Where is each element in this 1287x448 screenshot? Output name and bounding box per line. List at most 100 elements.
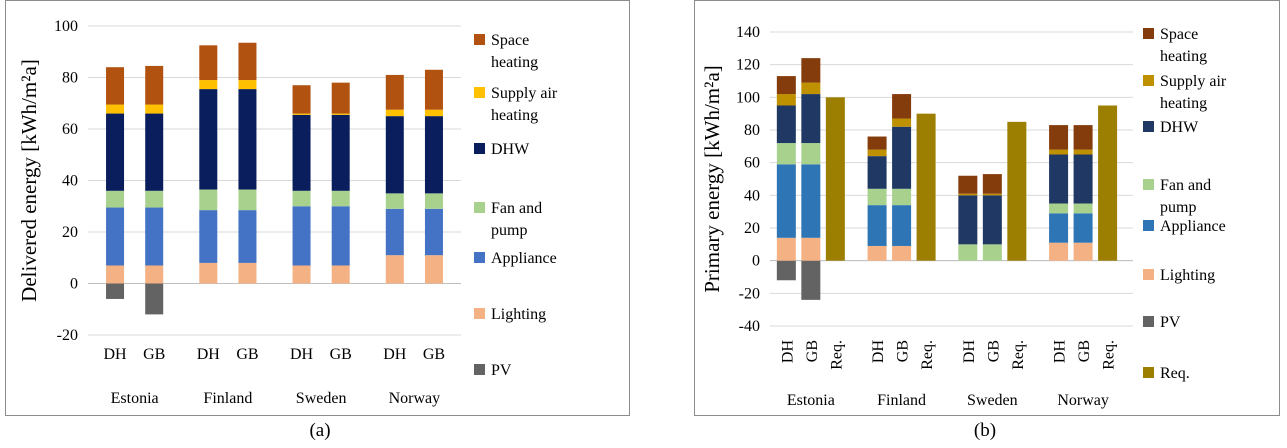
bar-segment-space-heating [982, 174, 1002, 194]
bar-segment-dhw [958, 195, 978, 245]
legend-swatch-fan-and-pump [474, 202, 485, 213]
x-category-label: DH [103, 346, 127, 363]
bar-segment-fan-and-pump [292, 190, 311, 207]
bar-segment-fan-and-pump [385, 193, 404, 209]
x-category-label: Req. [1010, 340, 1027, 370]
bar-segment-supply-air-heating [106, 104, 125, 114]
bar-segment-appliance [331, 206, 350, 266]
bar-segment-req [825, 97, 845, 261]
x-category-label: Req. [1101, 340, 1118, 370]
legend-swatch-pv [474, 364, 485, 375]
legend-swatch-space-heating [1143, 28, 1154, 39]
legend-label-fan-and-pump: Fan and [491, 200, 542, 217]
legend-label-space-heating: Space [491, 32, 529, 49]
bar-segment-dhw [982, 195, 1002, 245]
legend-label-fan-and-pump: pump [491, 222, 527, 239]
x-category-label: DH [383, 346, 407, 363]
caption-a: (a) [309, 420, 331, 441]
legend-label-supply-air-heating: heating [1160, 95, 1207, 112]
legend-swatch-appliance [1143, 220, 1154, 231]
bar-segment-req [1098, 105, 1118, 261]
x-category-label: DH [779, 340, 796, 364]
chart-panel-b: -40 -20 0 20 40 60 80 100 120 140 Primary energy [… [694, 0, 1280, 416]
bar-segment-fan-and-pump [1073, 203, 1093, 214]
legend-swatch-fan-and-pump [1143, 179, 1154, 190]
x-category-label: DH [290, 346, 314, 363]
bar-segment-pv [145, 283, 164, 315]
y-tick-label: 60 [62, 121, 78, 138]
x-category-label: GB [804, 340, 821, 362]
bar-segment-pv [776, 260, 796, 281]
bar-segment-fan-and-pump [199, 189, 218, 211]
bar-segment-lighting [331, 265, 350, 284]
legend-swatch-req [1143, 367, 1154, 378]
legend-swatch-dhw [474, 143, 485, 154]
bar-segment-supply-air-heating [982, 193, 1002, 196]
bar-segment-lighting [292, 265, 311, 284]
bar-segment-dhw [238, 89, 257, 190]
bar-segment-fan-and-pump [892, 188, 912, 206]
bar-segment-dhw [1049, 154, 1069, 204]
bar-segment-fan-and-pump [982, 244, 1002, 261]
x-category-label: DH [1052, 340, 1069, 364]
legend-label-req: Req. [1160, 365, 1190, 382]
legend-label-supply-air-heating: heating [491, 107, 538, 124]
bar-segment-space-heating [867, 136, 887, 150]
bar-segment-appliance [238, 210, 257, 263]
legend-label-pv: PV [1160, 314, 1181, 331]
bar-segment-appliance [424, 208, 443, 256]
legend-swatch-lighting [1143, 269, 1154, 280]
bar-segment-fan-and-pump [424, 193, 443, 209]
x-category-label: DH [870, 340, 887, 364]
legend-label-space-heating: heating [491, 54, 538, 71]
bar-segment-space-heating [1049, 125, 1069, 150]
bar-segment-appliance [199, 210, 218, 263]
bar-segment-lighting [776, 237, 796, 261]
y-tick-label: 80 [744, 122, 760, 139]
bar-segment-lighting [801, 237, 821, 261]
bar-segment-supply-air-heating [385, 109, 404, 117]
bar-segment-dhw [385, 116, 404, 194]
chart-b-svg: -40 -20 0 20 40 60 80 100 120 140 Primary energy [… [700, 24, 1227, 409]
bar-segment-space-heating [238, 42, 257, 81]
y-tick-label: 40 [62, 173, 78, 190]
x-group-label: Estonia [111, 390, 159, 407]
x-category-label: GB [143, 346, 165, 363]
x-category-label: Req. [828, 340, 845, 370]
bar-segment-space-heating [145, 65, 164, 105]
legend-swatch-supply-air-heating [474, 87, 485, 98]
bar-segment-space-heating [424, 69, 443, 110]
bar-segment-req [1007, 121, 1027, 261]
bar-segment-fan-and-pump [106, 190, 125, 208]
bar-segment-space-heating [958, 175, 978, 194]
bar-segment-lighting [385, 255, 404, 284]
bar-segment-dhw [331, 114, 350, 191]
bar-segment-dhw [1073, 154, 1093, 204]
y-tick-label: 100 [54, 18, 78, 35]
bar-segment-dhw [776, 105, 796, 144]
x-category-label: Req. [919, 340, 936, 370]
bar-segment-dhw [292, 114, 311, 191]
bar-segment-supply-air-heating [892, 118, 912, 127]
bar-segment-appliance [292, 206, 311, 266]
bar-segment-space-heating [385, 74, 404, 110]
legend-label-fan-and-pump: Fan and [1160, 177, 1211, 194]
legend-label-lighting: Lighting [1160, 267, 1215, 284]
legend-swatch-appliance [474, 252, 485, 263]
legend-label-pv: PV [491, 362, 512, 379]
bar-segment-pv [801, 260, 821, 300]
bar-segment-supply-air-heating [958, 193, 978, 196]
bar-segment-fan-and-pump [1049, 203, 1069, 214]
bar-segment-supply-air-heating [145, 104, 164, 114]
bar-segment-appliance [776, 164, 796, 238]
bar-segment-supply-air-heating [1073, 149, 1093, 155]
y-tick-label: 120 [736, 57, 760, 74]
bar-segment-space-heating [801, 58, 821, 83]
y-tick-label: 0 [752, 253, 760, 270]
legend-label-supply-air-heating: Supply air [1160, 73, 1227, 90]
bar-segment-space-heating [776, 76, 796, 95]
bar-segment-fan-and-pump [238, 189, 257, 211]
x-category-label: GB [330, 346, 352, 363]
bar-segment-appliance [385, 208, 404, 256]
caption-b: (b) [973, 420, 997, 441]
